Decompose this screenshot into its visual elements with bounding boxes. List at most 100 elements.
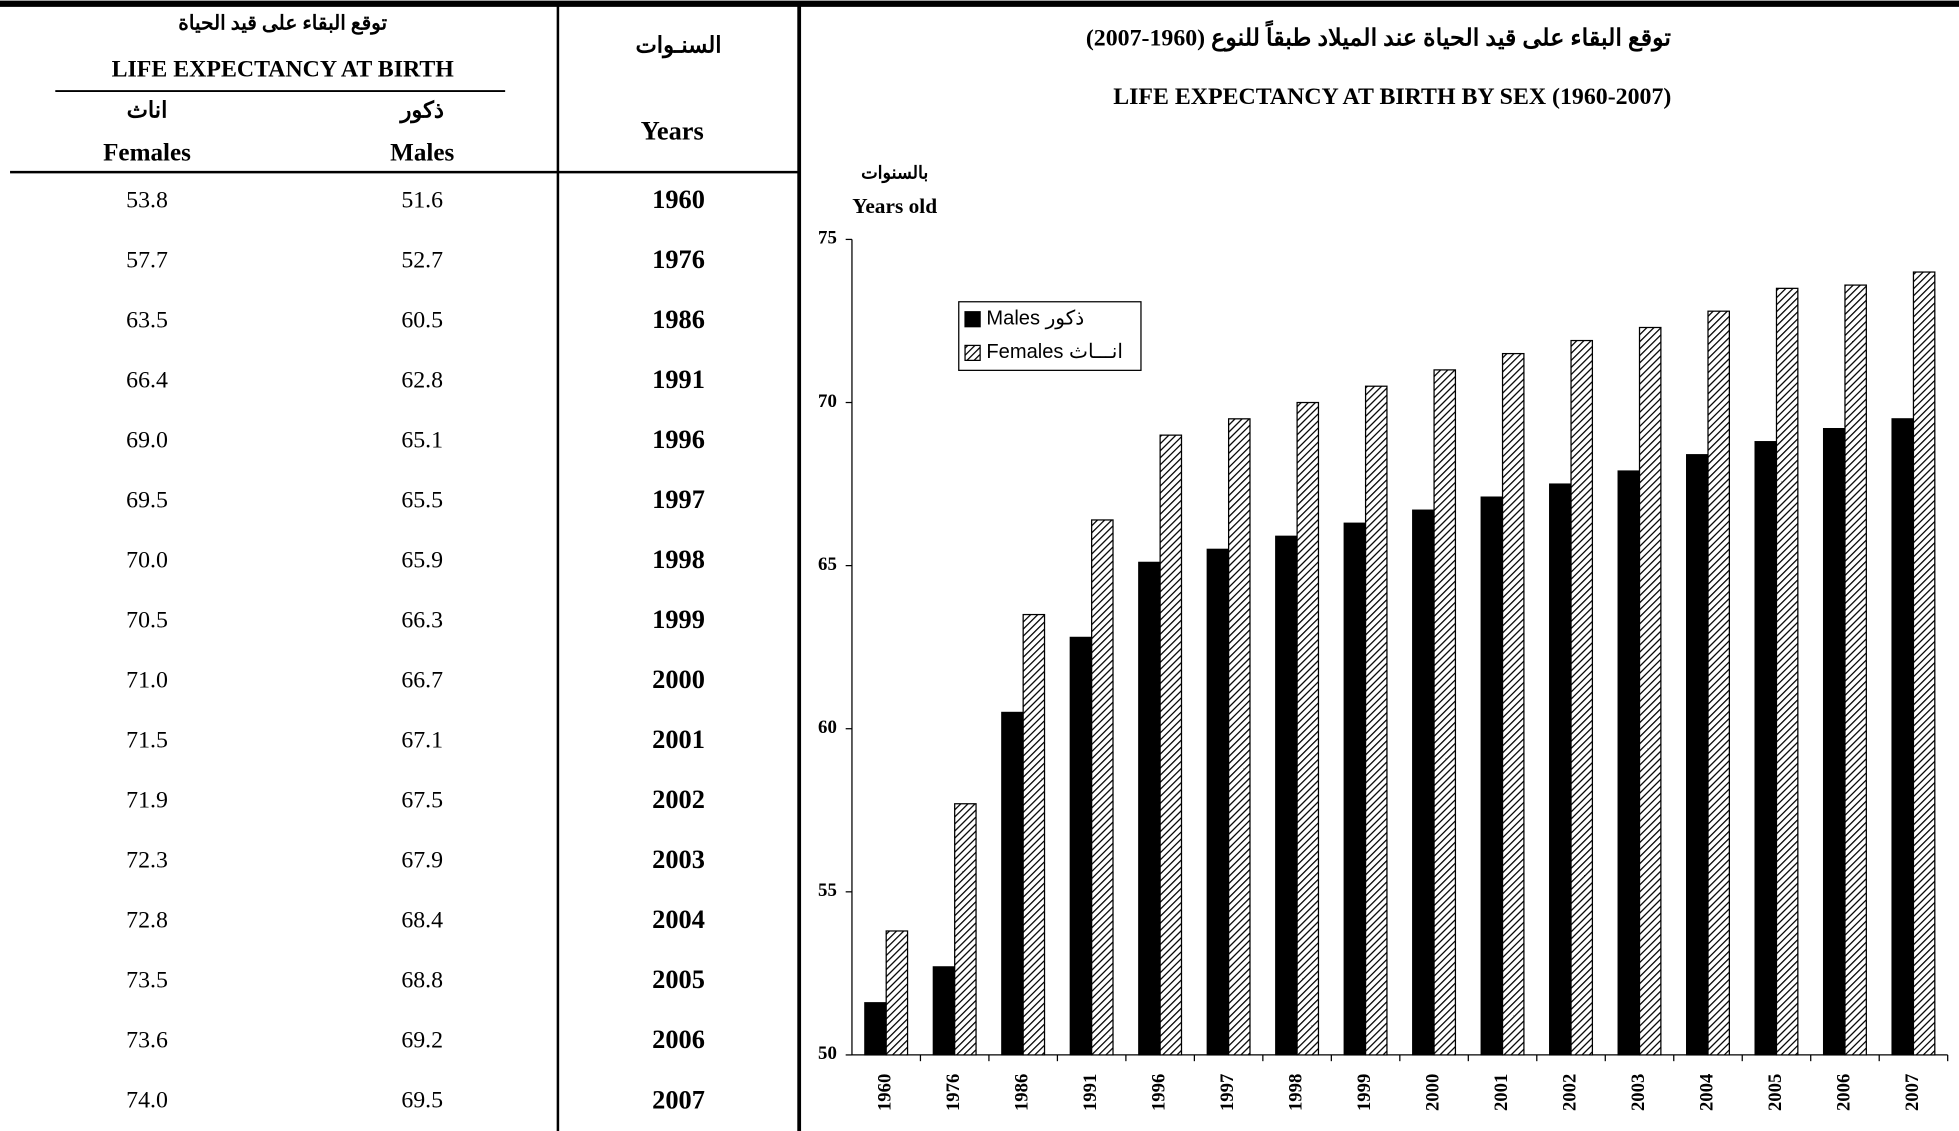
table-cell: 2003 (652, 845, 705, 874)
table-cell: 66.4 (126, 368, 168, 394)
table-cell: 67.1 (401, 728, 443, 754)
legend-box (958, 301, 1142, 371)
table-cell: 52.7 (401, 248, 443, 274)
x-tick-label: 2000 (1422, 1074, 1443, 1111)
table-cell: 72.3 (126, 848, 168, 874)
bar (1891, 418, 1915, 1056)
x-tick-label: 2005 (1765, 1074, 1786, 1111)
bar (1091, 519, 1114, 1056)
table-cell: 60.5 (401, 308, 443, 334)
bar (1343, 522, 1367, 1056)
table-cell: 67.5 (401, 788, 443, 814)
x-tick-label: 1998 (1285, 1074, 1306, 1111)
bar (1001, 711, 1024, 1056)
x-tick-label: 2001 (1491, 1074, 1512, 1111)
table-cell: 2002 (652, 785, 705, 814)
legend-label: Males ذكور (986, 308, 1084, 330)
bar (1570, 339, 1594, 1056)
x-tick-label: 1986 (1011, 1074, 1032, 1111)
bar (1822, 427, 1846, 1056)
table-cell: 71.9 (126, 788, 168, 814)
table-cell: 69.2 (401, 1028, 443, 1054)
col-header: Years (641, 117, 704, 146)
x-tick-label: 2004 (1696, 1073, 1717, 1111)
bar (1433, 369, 1457, 1056)
table-cell: 1999 (652, 605, 705, 634)
table-cell: 69.5 (401, 1088, 443, 1114)
bar (1227, 418, 1251, 1056)
bar (1069, 636, 1093, 1056)
table-cell: 2005 (652, 965, 705, 994)
table-cell: 68.4 (401, 908, 443, 934)
y-tick-label: 65 (818, 554, 837, 575)
table-cell: 2000 (652, 665, 705, 694)
bar (1501, 352, 1525, 1056)
table-cell: 71.0 (126, 668, 168, 694)
x-tick-label: 1996 (1148, 1074, 1169, 1111)
y-tick-label: 70 (818, 391, 837, 412)
bar (1022, 613, 1046, 1056)
bar (1707, 310, 1730, 1056)
table-cell: 70.5 (126, 608, 168, 634)
chart-title: توقع البقاء على قيد الحياة عند الميلاد ط… (1086, 19, 1672, 52)
table-cell: 51.6 (401, 188, 443, 214)
table-cell: 57.7 (126, 248, 168, 274)
bar (954, 803, 977, 1056)
chart-subtitle: LIFE EXPECTANCY AT BIRTH BY SEX (1960-20… (1113, 84, 1671, 110)
bar (1296, 401, 1320, 1056)
col-header: Males (390, 139, 454, 166)
y-tick-label: 55 (818, 880, 837, 901)
table-cell: 62.8 (401, 368, 443, 394)
legend-label: Females انـــاث (986, 341, 1123, 363)
bar (1775, 287, 1799, 1056)
table-cell: 72.8 (126, 908, 168, 934)
bar (1480, 496, 1504, 1056)
table-cell: 1991 (652, 365, 705, 394)
col-header: اناث (127, 97, 168, 122)
bar (1617, 470, 1641, 1056)
table-cell: 71.5 (126, 728, 168, 754)
y-tick-label: 60 (818, 717, 837, 738)
x-tick-label: 2007 (1902, 1074, 1923, 1111)
bar (1138, 561, 1161, 1056)
table-cell: 1960 (652, 185, 705, 214)
x-tick-label: 1976 (943, 1074, 964, 1111)
table-cell: 69.5 (126, 488, 168, 514)
table-cell: 1986 (652, 305, 705, 334)
bar (1754, 441, 1778, 1056)
table-cell: 74.0 (126, 1088, 168, 1114)
table-cell: 53.8 (126, 188, 168, 214)
y-axis-title: بالسنوات (861, 163, 928, 184)
table-cell: 1998 (652, 545, 705, 574)
bar (864, 1002, 887, 1056)
x-tick-label: 2006 (1833, 1074, 1854, 1111)
table-cell: 68.8 (401, 968, 443, 994)
table-cell: 63.5 (126, 308, 168, 334)
table-cell: 73.5 (126, 968, 168, 994)
table-cell: 69.0 (126, 428, 168, 454)
table-cell: 70.0 (126, 548, 168, 574)
bar (1364, 385, 1388, 1056)
x-tick-label: 1960 (874, 1074, 895, 1111)
bar (1412, 509, 1435, 1056)
table-cell: 2004 (652, 905, 705, 934)
table-cell: 66.3 (401, 608, 443, 634)
x-tick-label: 2002 (1559, 1074, 1580, 1111)
col-header: السنـوات (636, 33, 722, 60)
table-cell: 2006 (652, 1025, 705, 1054)
bar (1206, 548, 1230, 1056)
bar (1844, 284, 1867, 1056)
bar (1159, 434, 1183, 1056)
bar (1275, 535, 1298, 1056)
table-cell: 66.7 (401, 668, 443, 694)
y-tick-label: 75 (818, 228, 837, 249)
table-cell: 2001 (652, 725, 705, 754)
bar (1686, 454, 1709, 1056)
table-cell: 65.1 (401, 428, 443, 454)
table-cell: 1996 (652, 425, 705, 454)
table-title-ar: توقع البقاء على قيد الحياة (178, 13, 387, 36)
y-tick-label: 50 (818, 1043, 837, 1064)
bar (885, 930, 909, 1056)
y-axis-title: Years old (852, 194, 937, 218)
